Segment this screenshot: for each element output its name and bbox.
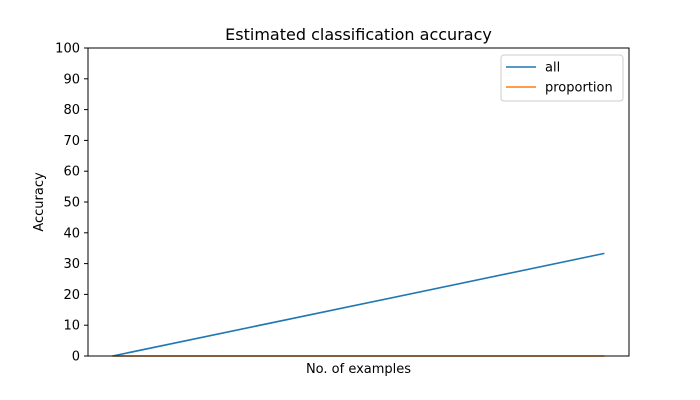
series-line-all — [112, 252, 605, 357]
y-tick-label: 80 — [63, 103, 80, 118]
y-tick-label: 20 — [63, 288, 80, 303]
y-tick-label: 100 — [55, 42, 80, 57]
y-axis-label: Accuracy — [32, 172, 47, 232]
y-tick-label: 60 — [63, 165, 80, 180]
y-tick-label: 90 — [63, 72, 80, 87]
plot-lines — [112, 252, 605, 357]
y-tick-label: 10 — [63, 319, 80, 334]
legend: all proportion — [500, 54, 624, 102]
y-tick-label: 70 — [63, 134, 80, 149]
legend-label-all: all — [545, 61, 560, 76]
y-tick-label: 0 — [72, 350, 80, 365]
y-tick-label: 30 — [63, 257, 80, 272]
y-tick-label: 50 — [63, 196, 80, 211]
chart-title: Estimated classification accuracy — [225, 25, 492, 44]
x-axis-label: No. of examples — [306, 362, 411, 377]
legend-label-proportion: proportion — [545, 81, 613, 96]
y-tick-label: 40 — [63, 226, 80, 241]
y-axis-ticks: 0 10 20 30 40 50 60 70 80 90 100 — [55, 42, 88, 365]
